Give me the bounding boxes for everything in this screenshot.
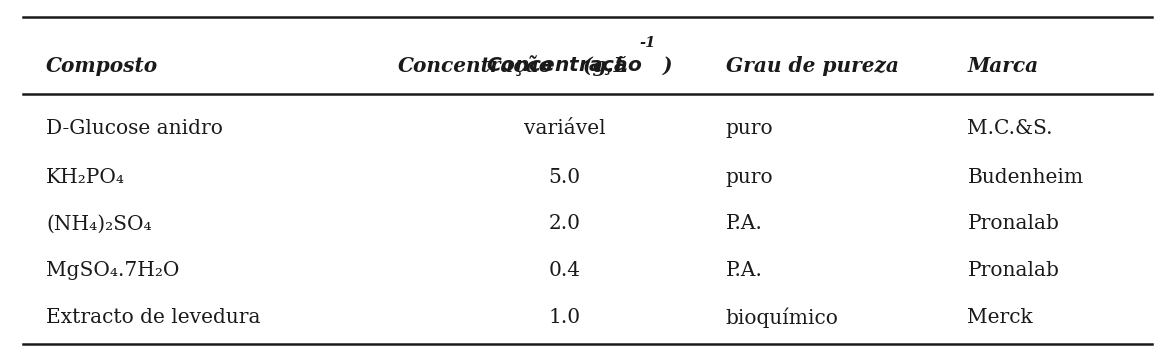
Text: 1.0: 1.0	[549, 308, 580, 327]
Text: puro: puro	[726, 167, 773, 187]
Text: MgSO₄.7H₂O: MgSO₄.7H₂O	[46, 261, 180, 280]
Text: D-Glucose anidro: D-Glucose anidro	[46, 119, 223, 138]
Text: 0.4: 0.4	[549, 261, 580, 280]
Text: Budenheim: Budenheim	[967, 167, 1083, 187]
Text: Grau de pureza: Grau de pureza	[726, 56, 899, 76]
Text: Marca: Marca	[967, 56, 1039, 76]
Text: Composto: Composto	[46, 56, 159, 76]
Text: puro: puro	[726, 119, 773, 138]
Text: variável: variável	[524, 119, 605, 138]
Text: (NH₄)₂SO₄: (NH₄)₂SO₄	[46, 214, 152, 233]
Text: 2.0: 2.0	[549, 214, 580, 233]
Text: Concentração: Concentração	[397, 56, 552, 76]
Text: P.A.: P.A.	[726, 261, 763, 280]
Text: KH₂PO₄: KH₂PO₄	[46, 167, 126, 187]
Text: (g.L: (g.L	[576, 56, 627, 76]
Text: bioquímico: bioquímico	[726, 307, 839, 328]
Text: $\bfit{Concentração}$: $\bfit{Concentração}$	[485, 55, 643, 78]
Text: ): )	[663, 56, 672, 76]
Text: Pronalab: Pronalab	[967, 214, 1060, 233]
Text: 5.0: 5.0	[549, 167, 580, 187]
Text: Extracto de levedura: Extracto de levedura	[46, 308, 261, 327]
Text: -1: -1	[639, 36, 656, 50]
Text: M.C.&S.: M.C.&S.	[967, 119, 1053, 138]
Text: Pronalab: Pronalab	[967, 261, 1060, 280]
Text: Merck: Merck	[967, 308, 1033, 327]
Text: P.A.: P.A.	[726, 214, 763, 233]
